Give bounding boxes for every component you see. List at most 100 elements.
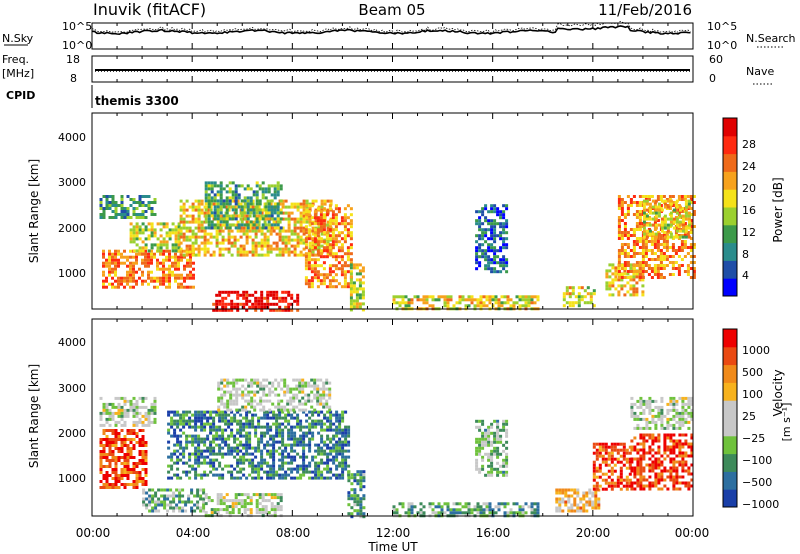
velocity-cell bbox=[283, 390, 287, 394]
power-cell bbox=[218, 229, 222, 233]
velocity-cell bbox=[502, 464, 506, 468]
velocity-cell bbox=[475, 449, 479, 453]
power-cell bbox=[481, 249, 485, 253]
velocity-cell bbox=[250, 399, 254, 403]
power-cell bbox=[653, 267, 657, 270]
power-cell bbox=[281, 235, 285, 239]
power-cell bbox=[272, 247, 276, 251]
velocity-cell bbox=[272, 434, 276, 438]
velocity-cell bbox=[305, 443, 309, 447]
velocity-cell bbox=[467, 508, 471, 512]
velocity-cell bbox=[275, 422, 279, 426]
velocity-cell bbox=[311, 419, 315, 423]
velocity-cell bbox=[99, 468, 103, 471]
velocity-cell bbox=[242, 455, 246, 459]
power-cell bbox=[641, 240, 645, 243]
velocity-cell bbox=[271, 384, 275, 388]
power-cell bbox=[620, 249, 624, 252]
velocity-cell bbox=[179, 413, 183, 417]
velocity-cell bbox=[481, 431, 485, 435]
velocity-cell bbox=[200, 440, 204, 444]
velocity-cell bbox=[272, 455, 276, 459]
power-cell bbox=[617, 249, 621, 252]
velocity-cell bbox=[209, 458, 213, 462]
power-cell bbox=[251, 238, 255, 242]
power-cell bbox=[331, 255, 335, 259]
velocity-cell bbox=[138, 441, 142, 444]
velocity-cell bbox=[329, 410, 333, 414]
velocity-cell bbox=[359, 509, 363, 513]
power-cell bbox=[245, 229, 249, 233]
velocity-cell bbox=[286, 408, 290, 412]
power-cell bbox=[580, 298, 584, 302]
power-cell bbox=[322, 240, 326, 244]
velocity-cell bbox=[251, 452, 255, 456]
velocity-cell bbox=[99, 453, 103, 456]
power-cell bbox=[287, 226, 291, 230]
power-cell bbox=[126, 282, 129, 286]
velocity-cell bbox=[487, 434, 491, 438]
velocity-cell bbox=[262, 378, 266, 382]
velocity-cell bbox=[242, 422, 246, 426]
cpid-label: CPID bbox=[6, 89, 35, 102]
velocity-cell bbox=[317, 422, 321, 426]
power-cell bbox=[689, 246, 693, 249]
power-cell bbox=[248, 214, 252, 218]
power-cell bbox=[608, 275, 612, 279]
velocity-cell bbox=[239, 434, 243, 438]
velocity-cell bbox=[231, 511, 235, 515]
power-cell bbox=[635, 240, 639, 243]
power-cell bbox=[620, 204, 624, 207]
power-cell bbox=[505, 258, 509, 262]
velocity-cell bbox=[592, 469, 596, 473]
velocity-cell bbox=[231, 502, 235, 506]
velocity-cell bbox=[607, 445, 611, 449]
velocity-cell bbox=[320, 419, 324, 423]
power-cell bbox=[304, 240, 308, 244]
power-cell bbox=[635, 275, 639, 279]
velocity-cell bbox=[301, 390, 305, 394]
power-cell bbox=[293, 220, 297, 224]
power-cell bbox=[617, 231, 621, 234]
velocity-cell bbox=[203, 455, 207, 459]
power-cell bbox=[219, 187, 223, 191]
velocity-cell bbox=[105, 441, 109, 444]
velocity-cell bbox=[316, 393, 320, 397]
power-cell bbox=[218, 293, 222, 297]
velocity-cell bbox=[341, 476, 345, 480]
power-cell bbox=[490, 249, 494, 253]
power-cell bbox=[629, 263, 633, 267]
velocity-cell bbox=[481, 443, 485, 447]
power-cell bbox=[496, 207, 500, 211]
velocity-cell bbox=[335, 449, 339, 453]
velocity-cell bbox=[203, 473, 207, 477]
power-cell bbox=[496, 249, 500, 253]
power-cell bbox=[319, 219, 323, 223]
power-cell bbox=[251, 247, 255, 251]
power-cell bbox=[299, 253, 303, 257]
power-cell bbox=[671, 249, 675, 252]
velocity-cell bbox=[266, 443, 270, 447]
velocity-cell bbox=[129, 408, 133, 412]
power-cell bbox=[488, 298, 492, 302]
velocity-cell bbox=[323, 461, 327, 465]
power-cell bbox=[281, 290, 285, 294]
velocity-cell bbox=[293, 410, 297, 414]
power-cell bbox=[322, 279, 326, 283]
velocity-cell bbox=[277, 393, 281, 397]
power-cell bbox=[677, 255, 681, 258]
power-cell bbox=[623, 201, 627, 204]
power-cell bbox=[617, 264, 621, 267]
velocity-cell bbox=[362, 470, 366, 474]
power-cell bbox=[620, 243, 624, 246]
power-cell bbox=[642, 229, 646, 233]
power-cell bbox=[159, 276, 162, 280]
velocity-cell bbox=[319, 378, 323, 382]
power-cell bbox=[675, 229, 679, 233]
velocity-cell bbox=[518, 511, 522, 515]
velocity-cell bbox=[268, 408, 272, 412]
velocity-cell bbox=[359, 500, 363, 504]
velocity-cell bbox=[138, 480, 142, 483]
velocity-cell bbox=[286, 387, 290, 391]
velocity-cell bbox=[503, 511, 507, 515]
